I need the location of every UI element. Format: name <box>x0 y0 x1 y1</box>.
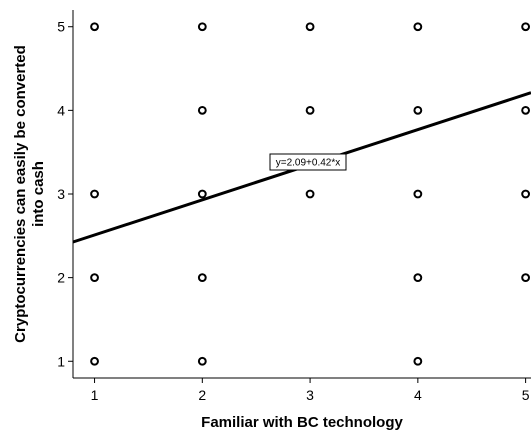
y-tick-label: 5 <box>57 19 65 35</box>
y-tick-label: 3 <box>57 186 65 202</box>
y-axis-title-line: Cryptocurrencies can easily be converted <box>12 45 29 343</box>
data-point <box>90 22 99 32</box>
data-point <box>305 105 315 115</box>
y-axis-title-line: into cash <box>30 161 47 227</box>
data-point <box>413 189 423 199</box>
data-point <box>521 189 531 199</box>
x-axis-title: Familiar with BC technology <box>201 414 403 431</box>
x-tick-label: 5 <box>522 387 530 403</box>
y-tick-label: 4 <box>57 102 65 118</box>
equation-box <box>269 153 347 171</box>
data-point <box>90 273 99 283</box>
data-point <box>197 356 207 366</box>
y-axis-ticks: 1 2 3 4 5 <box>57 19 73 369</box>
data-point <box>197 22 207 32</box>
y-tick-label: 2 <box>57 270 65 286</box>
x-tick-label: 3 <box>306 387 314 403</box>
equation-label: y=2.09+0.42*x <box>276 158 341 169</box>
data-point <box>413 22 423 32</box>
y-axis-title: Cryptocurrencies can easily be converted… <box>12 45 47 343</box>
data-point <box>521 22 531 32</box>
data-point <box>305 22 315 32</box>
x-tick-label: 1 <box>91 387 99 403</box>
data-point <box>197 105 207 115</box>
data-point <box>413 105 423 115</box>
data-point <box>413 356 423 366</box>
data-point <box>305 189 315 199</box>
y-tick-label: 1 <box>57 353 65 369</box>
data-point <box>197 273 207 283</box>
data-point <box>90 356 99 366</box>
data-point <box>521 105 531 115</box>
data-point <box>413 273 423 283</box>
data-point <box>521 273 531 283</box>
data-point <box>197 189 207 199</box>
x-axis-ticks: 1 2 3 4 5 <box>91 378 530 403</box>
data-point <box>90 189 99 199</box>
data-points <box>90 22 531 366</box>
x-tick-label: 4 <box>414 387 422 403</box>
equation-annotation: y=2.09+0.42*x <box>269 153 347 171</box>
x-tick-label: 2 <box>198 387 206 403</box>
